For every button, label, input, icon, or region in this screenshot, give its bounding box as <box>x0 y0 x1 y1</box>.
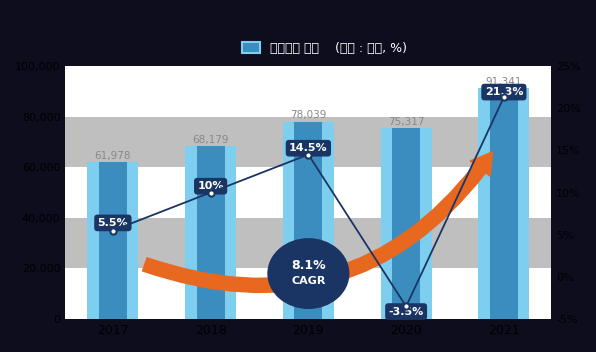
Text: -3.5%: -3.5% <box>389 307 424 316</box>
Text: 14.5%: 14.5% <box>289 143 328 153</box>
Bar <box>197 146 225 319</box>
Bar <box>479 88 529 319</box>
Text: 78,039: 78,039 <box>290 110 327 120</box>
Ellipse shape <box>268 238 349 309</box>
Bar <box>283 121 334 319</box>
Bar <box>381 128 432 319</box>
Legend: 국내시장 규모    (단위 : 억원, %): 국내시장 규모 (단위 : 억원, %) <box>242 42 408 55</box>
Text: 91,341: 91,341 <box>486 77 522 87</box>
Bar <box>99 162 127 319</box>
Bar <box>392 128 420 319</box>
FancyArrowPatch shape <box>142 152 492 293</box>
Bar <box>88 162 138 319</box>
Bar <box>294 121 322 319</box>
Text: 10%: 10% <box>197 181 224 191</box>
Bar <box>185 146 236 319</box>
Text: 68,179: 68,179 <box>193 135 229 145</box>
Text: 21.3%: 21.3% <box>485 87 523 97</box>
Text: 8.1%: 8.1% <box>291 259 325 272</box>
Text: 61,978: 61,978 <box>95 151 131 161</box>
Bar <box>490 88 518 319</box>
Bar <box>66 218 551 269</box>
Text: 75,317: 75,317 <box>388 117 424 127</box>
Text: 5.5%: 5.5% <box>98 218 128 228</box>
Text: CAGR: CAGR <box>291 276 325 286</box>
Bar <box>66 117 551 167</box>
